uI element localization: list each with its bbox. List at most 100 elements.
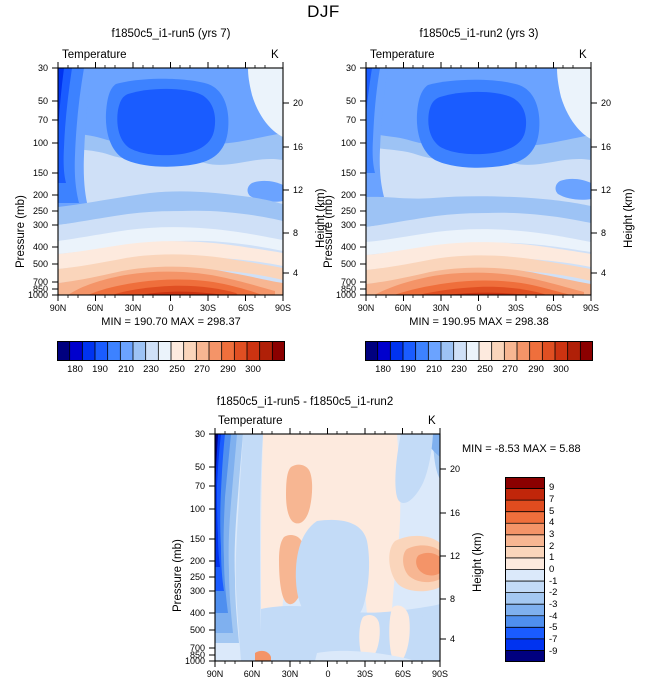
xtick-diff-90S: 90S xyxy=(431,669,448,679)
colorbar-cell xyxy=(491,341,505,361)
cbar-run5-label-300: 300 xyxy=(245,364,261,375)
colorbar-cell xyxy=(505,569,545,582)
colorbar-cell xyxy=(505,592,545,605)
colorbar-cell xyxy=(504,341,518,361)
xtick-run5-60S: 60S xyxy=(237,303,254,313)
ytick-run2-1000: 1000 xyxy=(335,290,356,300)
ytick-diff-300: 300 xyxy=(189,586,205,596)
ytick-diff-1000: 1000 xyxy=(184,656,205,666)
y2tick-diff-4: 4 xyxy=(450,634,456,644)
xtick-run5-90S: 90S xyxy=(274,303,291,313)
ytick-diff-70: 70 xyxy=(194,481,205,491)
ytick-run5-50: 50 xyxy=(37,96,48,106)
colorbar-cell xyxy=(272,341,285,361)
y2tick-run5-4: 4 xyxy=(293,268,299,278)
cbar-diff-label-3: 3 xyxy=(549,529,555,540)
ytick-run2-400: 400 xyxy=(340,242,356,252)
y2tick-run5-16: 16 xyxy=(293,142,304,152)
colorbar-cell xyxy=(441,341,455,361)
cbar-run2-label-290: 290 xyxy=(528,364,544,375)
colorbar-cell xyxy=(377,341,391,361)
ytick-diff-200: 200 xyxy=(189,556,205,566)
colorbar-cell xyxy=(221,341,235,361)
colorbar-cell xyxy=(542,341,556,361)
ytick-diff-30: 30 xyxy=(194,429,205,439)
xtick-diff-60S: 60S xyxy=(394,669,411,679)
minmax-diff: MIN = -8.53 MAX = 5.88 xyxy=(462,443,581,455)
ytick-run5-1000: 1000 xyxy=(27,290,48,300)
xtick-run5-0: 0 xyxy=(168,303,174,313)
colorbar-cell xyxy=(158,341,172,361)
colorbar-cell xyxy=(517,341,531,361)
colorbar-cell xyxy=(505,523,545,536)
panel-var-label-diff: Temperature xyxy=(218,415,283,427)
colorbar-difference-diff xyxy=(505,477,545,662)
ytick-run2-100: 100 xyxy=(340,138,356,148)
cbar-run5-label-210: 210 xyxy=(118,364,134,375)
colorbar-cell xyxy=(82,341,96,361)
colorbar-cell xyxy=(505,488,545,501)
colorbar-cell xyxy=(505,477,545,489)
ytick-run5-200: 200 xyxy=(32,190,48,200)
colorbar-cell xyxy=(505,500,545,513)
cbar-diff-label-0: 0 xyxy=(549,564,555,575)
cbar-run5-label-230: 230 xyxy=(143,364,159,375)
y2tick-run2-16: 16 xyxy=(601,142,612,152)
xtick-run5-90N: 90N xyxy=(49,303,67,313)
colorbar-cell xyxy=(247,341,261,361)
colorbar-cell xyxy=(390,341,404,361)
ytick-run5-400: 400 xyxy=(32,242,48,252)
colorbar-cell xyxy=(505,546,545,559)
cbar-diff-label-m3: -3 xyxy=(549,599,558,610)
colorbar-cell xyxy=(183,341,197,361)
xtick-run2-30N: 30N xyxy=(432,303,450,313)
colorbar-temperature-run2 xyxy=(365,341,593,361)
ytick-diff-100: 100 xyxy=(189,504,205,514)
xtick-run2-0: 0 xyxy=(476,303,482,313)
panel-title-run5: f1850c5_i1-run5 (yrs 7) xyxy=(111,28,231,40)
y2tick-run2-8: 8 xyxy=(601,228,607,238)
ytick-run2-250: 250 xyxy=(340,206,356,216)
xtick-run5-30N: 30N xyxy=(124,303,142,313)
ytick-diff-850: 850 xyxy=(189,650,205,660)
cbar-run2-label-300: 300 xyxy=(553,364,569,375)
cbar-run5-label-290: 290 xyxy=(220,364,236,375)
contour-plot-run5 xyxy=(52,62,289,301)
y2tick-run2-12: 12 xyxy=(601,185,612,195)
cbar-run2-label-270: 270 xyxy=(502,364,518,375)
ytick-run2-50: 50 xyxy=(345,96,356,106)
cbar-run5-label-190: 190 xyxy=(92,364,108,375)
ytick-diff-400: 400 xyxy=(189,608,205,618)
cbar-run2-label-230: 230 xyxy=(451,364,467,375)
ytick-run5-30: 30 xyxy=(37,63,48,73)
colorbar-cell xyxy=(505,511,545,524)
cbar-diff-label-m7: -7 xyxy=(549,634,558,645)
colorbar-cell xyxy=(403,341,417,361)
cbar-diff-label-2: 2 xyxy=(549,541,555,552)
colorbar-cell xyxy=(505,650,545,662)
colorbar-cell xyxy=(120,341,134,361)
colorbar-cell xyxy=(505,557,545,570)
colorbar-temperature-run5 xyxy=(57,341,285,361)
cbar-run2-label-180: 180 xyxy=(375,364,391,375)
colorbar-cell xyxy=(133,341,147,361)
colorbar-cell xyxy=(453,341,467,361)
y2tick-diff-16: 16 xyxy=(450,508,461,518)
ytick-run2-70: 70 xyxy=(345,115,356,125)
ytick-run5-250: 250 xyxy=(32,206,48,216)
ytick-diff-150: 150 xyxy=(189,534,205,544)
cbar-diff-label-m5: -5 xyxy=(549,622,558,633)
colorbar-cell xyxy=(365,341,379,361)
cbar-run2-label-210: 210 xyxy=(426,364,442,375)
ytick-diff-500: 500 xyxy=(189,625,205,635)
cbar-diff-label-m4: -4 xyxy=(549,611,558,622)
panel-unit-label-run2: K xyxy=(579,49,587,61)
colorbar-cell xyxy=(505,627,545,640)
minmax-run5: MIN = 190.70 MAX = 298.37 xyxy=(101,316,241,328)
xtick-run2-90N: 90N xyxy=(357,303,375,313)
colorbar-cell xyxy=(555,341,569,361)
xtick-diff-60N: 60N xyxy=(243,669,261,679)
contour-plot-diff xyxy=(209,428,446,667)
ytick-run5-100: 100 xyxy=(32,138,48,148)
cbar-run5-label-180: 180 xyxy=(67,364,83,375)
